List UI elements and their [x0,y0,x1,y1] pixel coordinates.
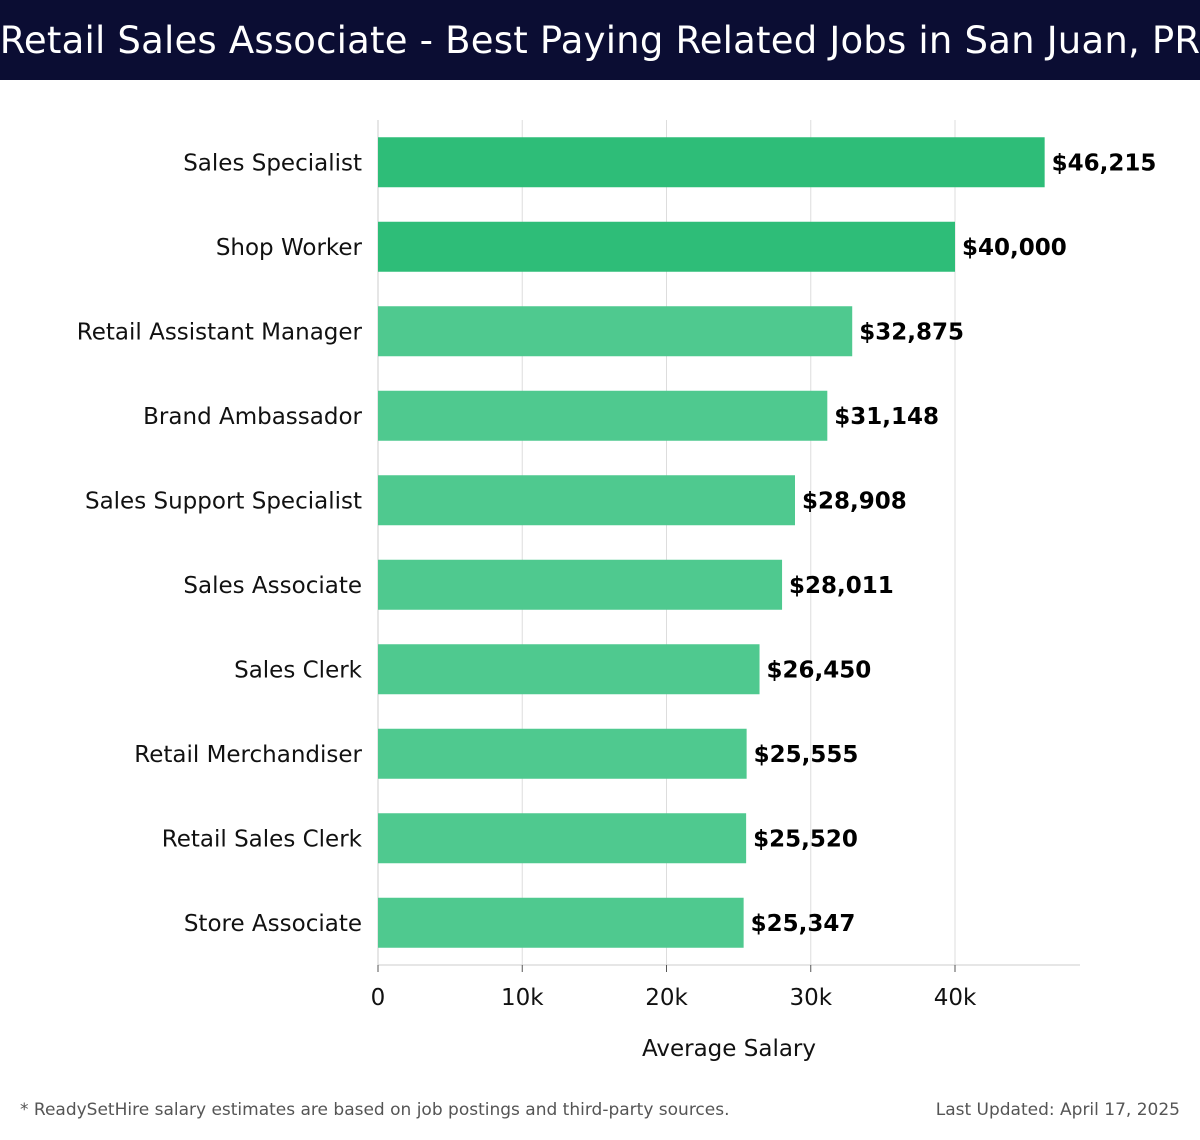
bar-chart: Sales Specialist $46,215 Shop Worker $40,00… [77,120,1157,1062]
bar [378,390,828,441]
bar [378,813,747,864]
header-bar: Retail Sales Associate - Best Paying Rel… [0,0,1200,80]
data-label: $31,148 [834,404,939,430]
data-label: $46,215 [1052,150,1157,176]
x-tick-label: 30k [789,985,832,1011]
category-label: Sales Support Specialist [85,488,362,514]
bar [378,306,853,357]
bar [378,728,747,779]
data-label: $25,555 [754,742,859,768]
footer-note: * ReadySetHire salary estimates are base… [20,1100,730,1120]
data-label: $25,347 [751,911,856,937]
data-label: $26,450 [767,657,872,683]
last-updated: Last Updated: April 17, 2025 [935,1100,1180,1120]
x-axis-title: Average Salary [642,1036,816,1062]
bar [378,475,795,526]
category-label: Shop Worker [216,235,363,261]
category-label: Store Associate [184,911,362,937]
x-tick-label: 40k [934,985,977,1011]
category-label: Retail Sales Clerk [162,826,363,852]
data-label: $32,875 [859,319,964,345]
category-label: Sales Clerk [234,657,363,683]
bar [378,559,783,610]
category-label: Retail Assistant Manager [77,319,363,345]
data-label: $28,011 [789,573,894,599]
bar [378,221,955,272]
bar [378,137,1045,188]
category-label: Retail Merchandiser [134,742,362,768]
x-tick-label: 0 [371,985,386,1011]
category-label: Sales Specialist [183,150,362,176]
data-label: $25,520 [753,826,858,852]
page-title: Retail Sales Associate - Best Paying Rel… [0,18,1200,62]
x-tick-label: 20k [645,985,688,1011]
bar [378,644,760,695]
data-label: $28,908 [802,488,907,514]
data-label: $40,000 [962,235,1067,261]
x-tick-label: 10k [501,985,544,1011]
bar [378,897,744,948]
category-label: Brand Ambassador [143,404,362,430]
category-label: Sales Associate [183,573,362,599]
